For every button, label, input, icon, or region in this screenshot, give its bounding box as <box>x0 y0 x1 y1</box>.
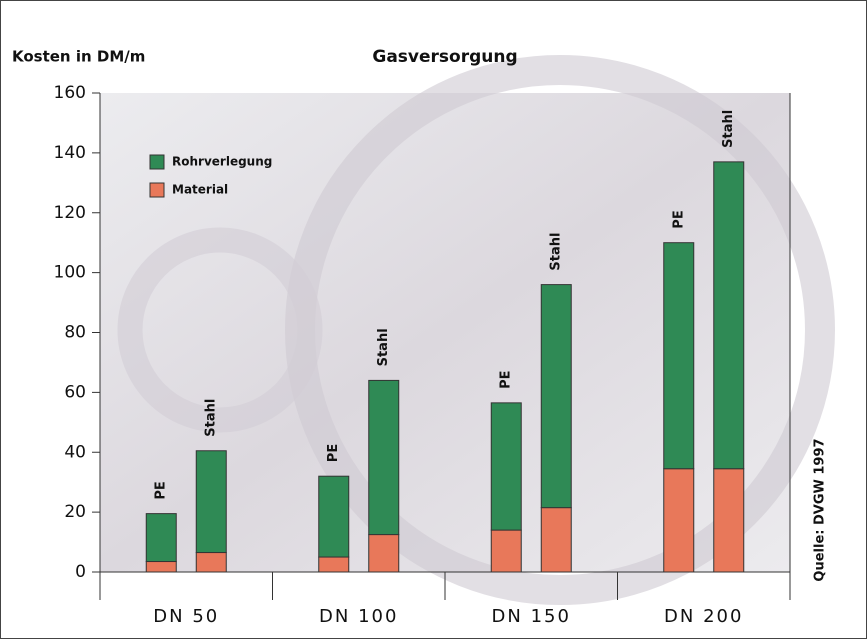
x-tick-label: DN 150 <box>492 606 571 627</box>
x-tick-label: DN 50 <box>153 606 219 627</box>
y-tick-label: 20 <box>64 502 86 522</box>
x-tick-label: DN 200 <box>664 606 743 627</box>
bar-segment <box>664 469 694 572</box>
bar-segment <box>146 514 176 562</box>
bar-segment <box>369 535 399 572</box>
y-axis-title: Kosten in DM/m <box>12 48 145 66</box>
bar-label: Stahl <box>204 399 219 437</box>
y-tick-label: 60 <box>64 382 86 402</box>
bar-segment <box>664 243 694 469</box>
y-tick-label: 40 <box>64 442 86 462</box>
x-tick-label: DN 100 <box>319 606 398 627</box>
legend-swatch <box>150 155 164 169</box>
bar-segment <box>541 508 571 572</box>
bar-label: PE <box>326 444 341 462</box>
bar-label: Stahl <box>721 110 736 148</box>
y-tick-label: 120 <box>54 203 86 223</box>
legend-swatch <box>150 183 164 197</box>
legend-label: Material <box>172 183 228 197</box>
bar-label: PE <box>499 370 514 388</box>
y-tick-label: 100 <box>54 263 86 283</box>
bar-segment <box>196 553 226 572</box>
bar-segment <box>491 530 521 572</box>
y-tick-label: 0 <box>75 562 86 582</box>
bar-segment <box>369 380 399 534</box>
bar-label: Stahl <box>376 328 391 366</box>
bar-segment <box>714 469 744 572</box>
legend-label: Rohrverlegung <box>172 155 272 169</box>
y-tick-label: 160 <box>54 83 86 103</box>
bar-label: Stahl <box>549 233 564 271</box>
bar-segment <box>319 557 349 572</box>
bar-segment <box>196 451 226 553</box>
bar-segment <box>541 285 571 508</box>
bar-segment <box>146 562 176 572</box>
y-tick-label: 140 <box>54 143 86 163</box>
chart: Kosten in DM/m Gasversorgung Quelle: DVG… <box>0 0 867 639</box>
bar-segment <box>319 476 349 557</box>
bar-label: PE <box>671 210 686 228</box>
chart-title: Gasversorgung <box>372 47 517 67</box>
bar-label: PE <box>154 481 169 499</box>
bar-segment <box>714 162 744 469</box>
y-tick-label: 80 <box>64 323 86 343</box>
source: Quelle: DVGW 1997 <box>813 438 828 581</box>
bar-segment <box>491 403 521 530</box>
